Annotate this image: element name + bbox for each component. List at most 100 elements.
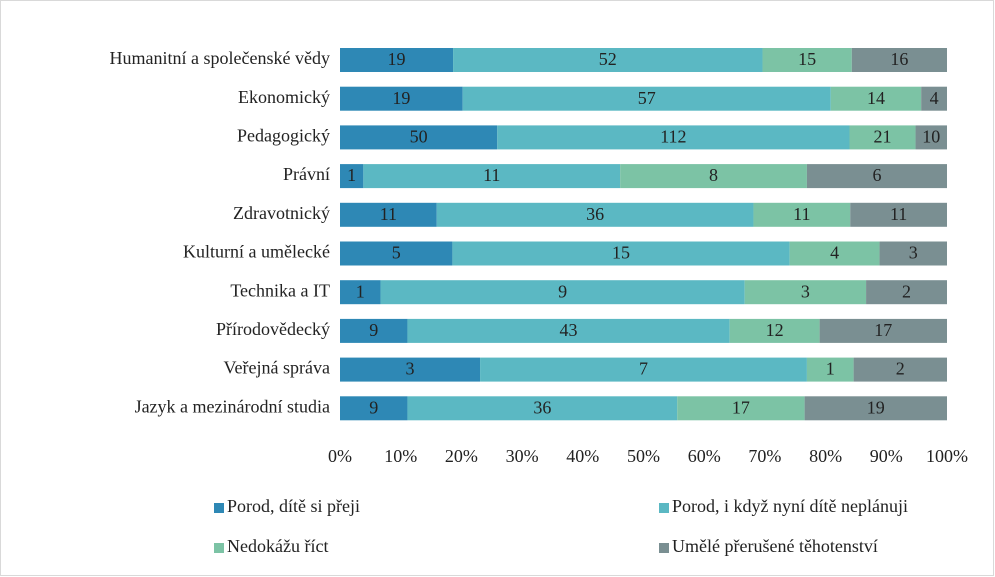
bar-segment xyxy=(806,164,947,189)
bar-segment xyxy=(819,318,947,343)
bar-segment xyxy=(866,280,947,305)
data-label: 15 xyxy=(798,49,816,69)
legend-swatch xyxy=(659,503,669,513)
data-label: 17 xyxy=(874,320,892,340)
data-label: 11 xyxy=(793,204,810,224)
y-tick-label: Pedagogický xyxy=(237,126,330,146)
bar-segment xyxy=(806,357,854,382)
x-tick-label: 30% xyxy=(506,446,539,466)
data-label: 57 xyxy=(638,88,656,108)
data-label: 15 xyxy=(612,243,630,263)
data-label: 9 xyxy=(369,320,378,340)
y-tick-label: Právní xyxy=(283,164,330,184)
x-tick-label: 100% xyxy=(926,446,968,466)
data-label: 11 xyxy=(380,204,397,224)
bar-segment xyxy=(753,202,851,227)
x-tick-label: 0% xyxy=(328,446,352,466)
bar-segment xyxy=(340,164,364,189)
bar-segment xyxy=(762,48,852,72)
bar-segment xyxy=(436,202,754,227)
bar-segment xyxy=(340,241,453,266)
y-tick-label: Veřejná správa xyxy=(224,358,330,378)
bar-segment xyxy=(340,48,454,72)
data-label: 52 xyxy=(599,49,617,69)
x-tick-label: 70% xyxy=(748,446,781,466)
data-label: 112 xyxy=(660,127,686,147)
data-label: 21 xyxy=(874,127,892,147)
x-tick-label: 40% xyxy=(566,446,599,466)
bar-segment xyxy=(497,125,850,150)
data-label: 3 xyxy=(406,359,415,379)
data-label: 11 xyxy=(483,165,500,185)
bar-segment xyxy=(789,241,880,266)
legend-label: Porod, dítě si přeji xyxy=(227,496,360,516)
x-tick-label: 50% xyxy=(627,446,660,466)
data-label: 14 xyxy=(867,88,885,108)
x-tick-label: 10% xyxy=(384,446,417,466)
data-label: 9 xyxy=(558,281,567,301)
bar-segment xyxy=(340,318,408,343)
x-tick-label: 80% xyxy=(809,446,842,466)
bar-segment xyxy=(340,396,408,421)
bar-segment xyxy=(340,357,481,382)
bar-segment xyxy=(380,280,745,305)
bar-segment xyxy=(452,241,790,266)
bar-segment xyxy=(879,241,947,266)
data-label: 12 xyxy=(766,320,784,340)
bar-segment xyxy=(340,202,437,227)
legend-label: Nedokážu říct xyxy=(227,536,328,556)
data-label: 6 xyxy=(872,165,881,185)
legend-swatch xyxy=(214,543,224,553)
bar-segment xyxy=(849,125,916,150)
bar-segment xyxy=(677,396,805,421)
data-label: 8 xyxy=(709,165,718,185)
data-label: 19 xyxy=(392,88,410,108)
data-label: 3 xyxy=(801,281,810,301)
x-tick-label: 20% xyxy=(445,446,478,466)
data-label: 1 xyxy=(356,281,365,301)
bar-segment xyxy=(407,396,678,421)
bar-segment xyxy=(915,125,947,150)
x-tick-label: 60% xyxy=(688,446,721,466)
data-label: 19 xyxy=(388,49,406,69)
data-label: 36 xyxy=(586,204,604,224)
legend-label: Porod, i když nyní dítě neplánuji xyxy=(672,496,908,516)
data-label: 2 xyxy=(902,281,911,301)
data-label: 10 xyxy=(922,127,940,147)
x-tick-label: 90% xyxy=(870,446,903,466)
data-label: 17 xyxy=(732,397,750,417)
data-label: 19 xyxy=(867,397,885,417)
data-label: 50 xyxy=(410,127,428,147)
bar-segment xyxy=(340,86,463,111)
bar-segment xyxy=(453,48,763,72)
data-label: 9 xyxy=(369,397,378,417)
data-label: 16 xyxy=(890,49,908,69)
bar-segment xyxy=(853,357,947,382)
data-label: 4 xyxy=(830,243,839,263)
bar-segment xyxy=(804,396,947,421)
data-label: 36 xyxy=(533,397,551,417)
data-label: 2 xyxy=(896,359,905,379)
data-label: 7 xyxy=(639,359,648,379)
bar-segment xyxy=(363,164,621,189)
legend-swatch xyxy=(659,543,669,553)
bar-segment xyxy=(744,280,867,305)
y-tick-label: Jazyk a mezinárodní studia xyxy=(135,396,330,416)
legend-label: Umělé přerušené těhotenství xyxy=(672,536,878,556)
bar-segment xyxy=(407,318,730,343)
bar-segment xyxy=(851,48,947,72)
data-label: 4 xyxy=(930,88,939,108)
bar-segment xyxy=(921,86,947,111)
data-label: 11 xyxy=(890,204,907,224)
y-tick-label: Kulturní a umělecké xyxy=(183,242,330,262)
data-label: 3 xyxy=(909,243,918,263)
bar-segment xyxy=(340,125,498,150)
bar-segment xyxy=(830,86,922,111)
data-label: 5 xyxy=(392,243,401,263)
bar-segment xyxy=(620,164,807,189)
data-label: 1 xyxy=(826,359,835,379)
bar-segment xyxy=(340,280,381,305)
data-label: 1 xyxy=(347,165,356,185)
y-tick-label: Přírodovědecký xyxy=(216,319,330,339)
